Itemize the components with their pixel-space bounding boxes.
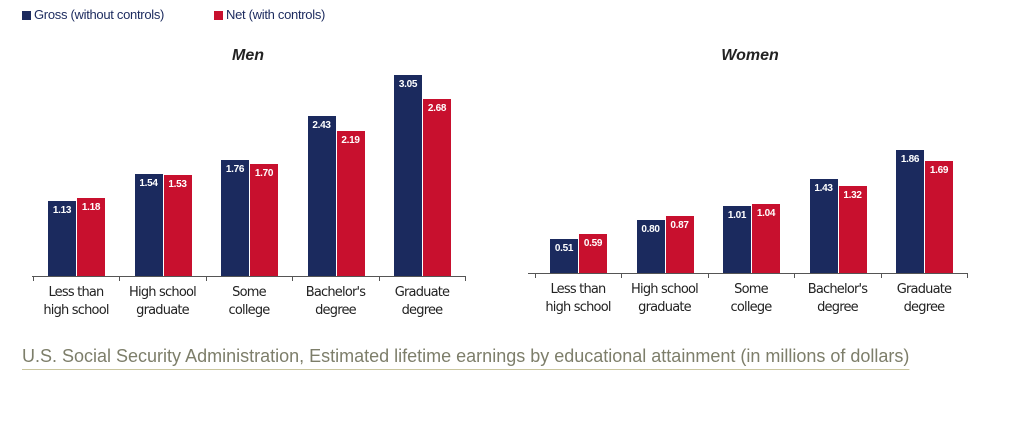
x-tick-label: Less than high school: [43, 285, 109, 318]
caption: U.S. Social Security Administration, Est…: [22, 346, 910, 366]
axis-tick: [880, 273, 882, 278]
legend-label: Gross (without controls): [34, 7, 165, 22]
value-label: 1.13: [52, 205, 72, 217]
bar: 2.68: [423, 99, 451, 276]
bar: 1.43: [809, 178, 838, 273]
bar: 3.05: [394, 74, 422, 276]
panel-title: Men: [232, 47, 264, 64]
x-axis: [32, 276, 465, 277]
value-label: 1.32: [843, 189, 862, 201]
bar: 1.32: [838, 185, 867, 273]
value-label: 1.43: [814, 182, 833, 194]
x-tick-label: High school graduate: [631, 282, 699, 315]
value-label: 1.70: [254, 167, 274, 179]
legend-label: Net (with controls): [226, 7, 326, 22]
x-tick-label: Some college: [730, 282, 773, 315]
x-tick-label: Some college: [228, 285, 271, 318]
bar: 1.13: [48, 201, 76, 276]
value-label: 1.69: [929, 165, 949, 177]
bar: 2.19: [336, 131, 365, 276]
value-label: 1.04: [756, 208, 776, 220]
bar: 1.69: [925, 161, 953, 273]
axis-tick: [794, 273, 796, 278]
axis-tick: [292, 276, 294, 281]
value-label: 1.76: [225, 163, 245, 175]
value-label: 1.86: [900, 154, 920, 166]
x-tick-label: High school graduate: [129, 285, 197, 318]
axis-tick: [119, 276, 121, 281]
bar: 1.01: [723, 206, 751, 273]
bar: 0.59: [579, 234, 607, 273]
bar: 1.18: [77, 198, 105, 276]
bar: 1.76: [221, 159, 249, 276]
legend-swatch: [22, 11, 31, 20]
bar: 1.70: [250, 163, 278, 276]
value-label: 2.19: [341, 135, 360, 147]
bar: 0.51: [550, 239, 578, 273]
value-label: 1.01: [727, 210, 747, 222]
x-tick-label: Bachelor's degree: [807, 282, 868, 315]
value-label: 3.05: [398, 78, 418, 90]
bar: 0.87: [665, 215, 694, 273]
axis-tick: [378, 276, 380, 281]
axis-tick: [621, 273, 623, 278]
value-label: 1.53: [168, 179, 187, 191]
value-label: 0.51: [554, 243, 574, 255]
value-label: 1.54: [139, 178, 158, 190]
value-label: 0.80: [641, 224, 660, 236]
bar: 1.53: [163, 175, 192, 276]
bar: 0.80: [636, 220, 665, 273]
x-axis: [528, 273, 968, 274]
panel-title: Women: [721, 47, 779, 64]
x-tick-label: Bachelor's degree: [305, 285, 366, 318]
axis-tick: [205, 276, 207, 281]
x-tick-label: Graduate degree: [896, 282, 952, 315]
value-label: 0.59: [583, 238, 603, 250]
value-label: 0.87: [670, 219, 689, 231]
axis-tick: [32, 276, 34, 281]
axis-tick: [465, 276, 467, 281]
value-label: 2.68: [427, 103, 447, 115]
bar: 1.54: [134, 174, 163, 276]
axis-tick: [967, 273, 969, 278]
bar: 1.86: [896, 150, 924, 273]
value-label: 2.43: [312, 119, 331, 131]
axis-tick: [534, 273, 536, 278]
x-tick-label: Graduate degree: [394, 285, 450, 318]
bar: 2.43: [307, 115, 336, 276]
x-tick-label: Less than high school: [545, 282, 611, 315]
axis-tick: [707, 273, 709, 278]
bar: 1.04: [752, 204, 780, 273]
value-label: 1.18: [81, 202, 101, 214]
legend-swatch: [214, 11, 223, 20]
